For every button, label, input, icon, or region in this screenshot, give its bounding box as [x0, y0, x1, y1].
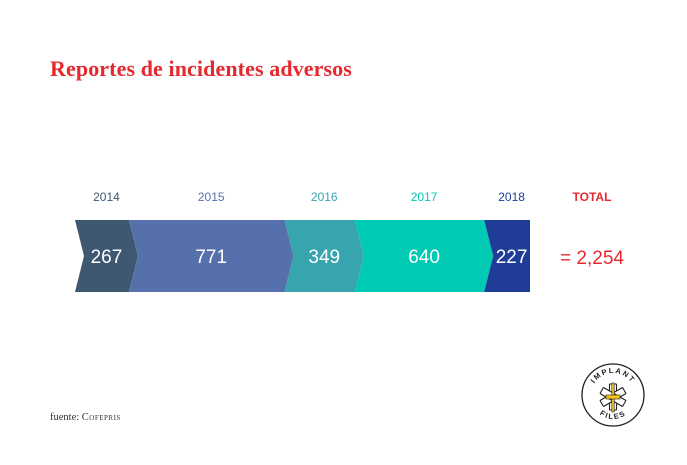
value-label-2018: 227: [496, 247, 528, 268]
bar-segment-2018: [484, 220, 530, 292]
bar-segment-2017: [354, 220, 494, 292]
value-label-2014: 267: [91, 247, 123, 268]
year-label-2016: 2016: [311, 190, 338, 204]
bar-segments: [75, 220, 530, 292]
value-label-2015: 771: [195, 247, 227, 268]
value-labels: 267 771 349 640 227: [91, 247, 528, 268]
implant-files-logo: IMPLANT FILES: [581, 363, 645, 427]
value-label-2016: 349: [308, 247, 340, 268]
total-header: TOTAL: [573, 190, 612, 204]
year-label-2017: 2017: [411, 190, 438, 204]
total-value: = 2,254: [560, 248, 624, 269]
bar-segment-2015: [128, 220, 294, 292]
year-label-2014: 2014: [93, 190, 120, 204]
year-label-2015: 2015: [198, 190, 225, 204]
year-labels: 2014 2015 2016 2017 2018: [93, 190, 525, 204]
star-of-life-icon: [599, 382, 627, 413]
source-org: Cofepris: [81, 412, 121, 423]
source-prefix: fuente:: [50, 412, 80, 423]
bar-segment-2014: [75, 220, 138, 292]
bar-segment-2016: [284, 220, 364, 292]
chart-title: Reportes de incidentes adversos: [50, 56, 352, 81]
source-note: fuente: Cofepris: [50, 412, 121, 423]
value-label-2017: 640: [408, 247, 440, 268]
logo-bottom-text: FILES: [598, 408, 627, 421]
year-label-2018: 2018: [498, 190, 525, 204]
